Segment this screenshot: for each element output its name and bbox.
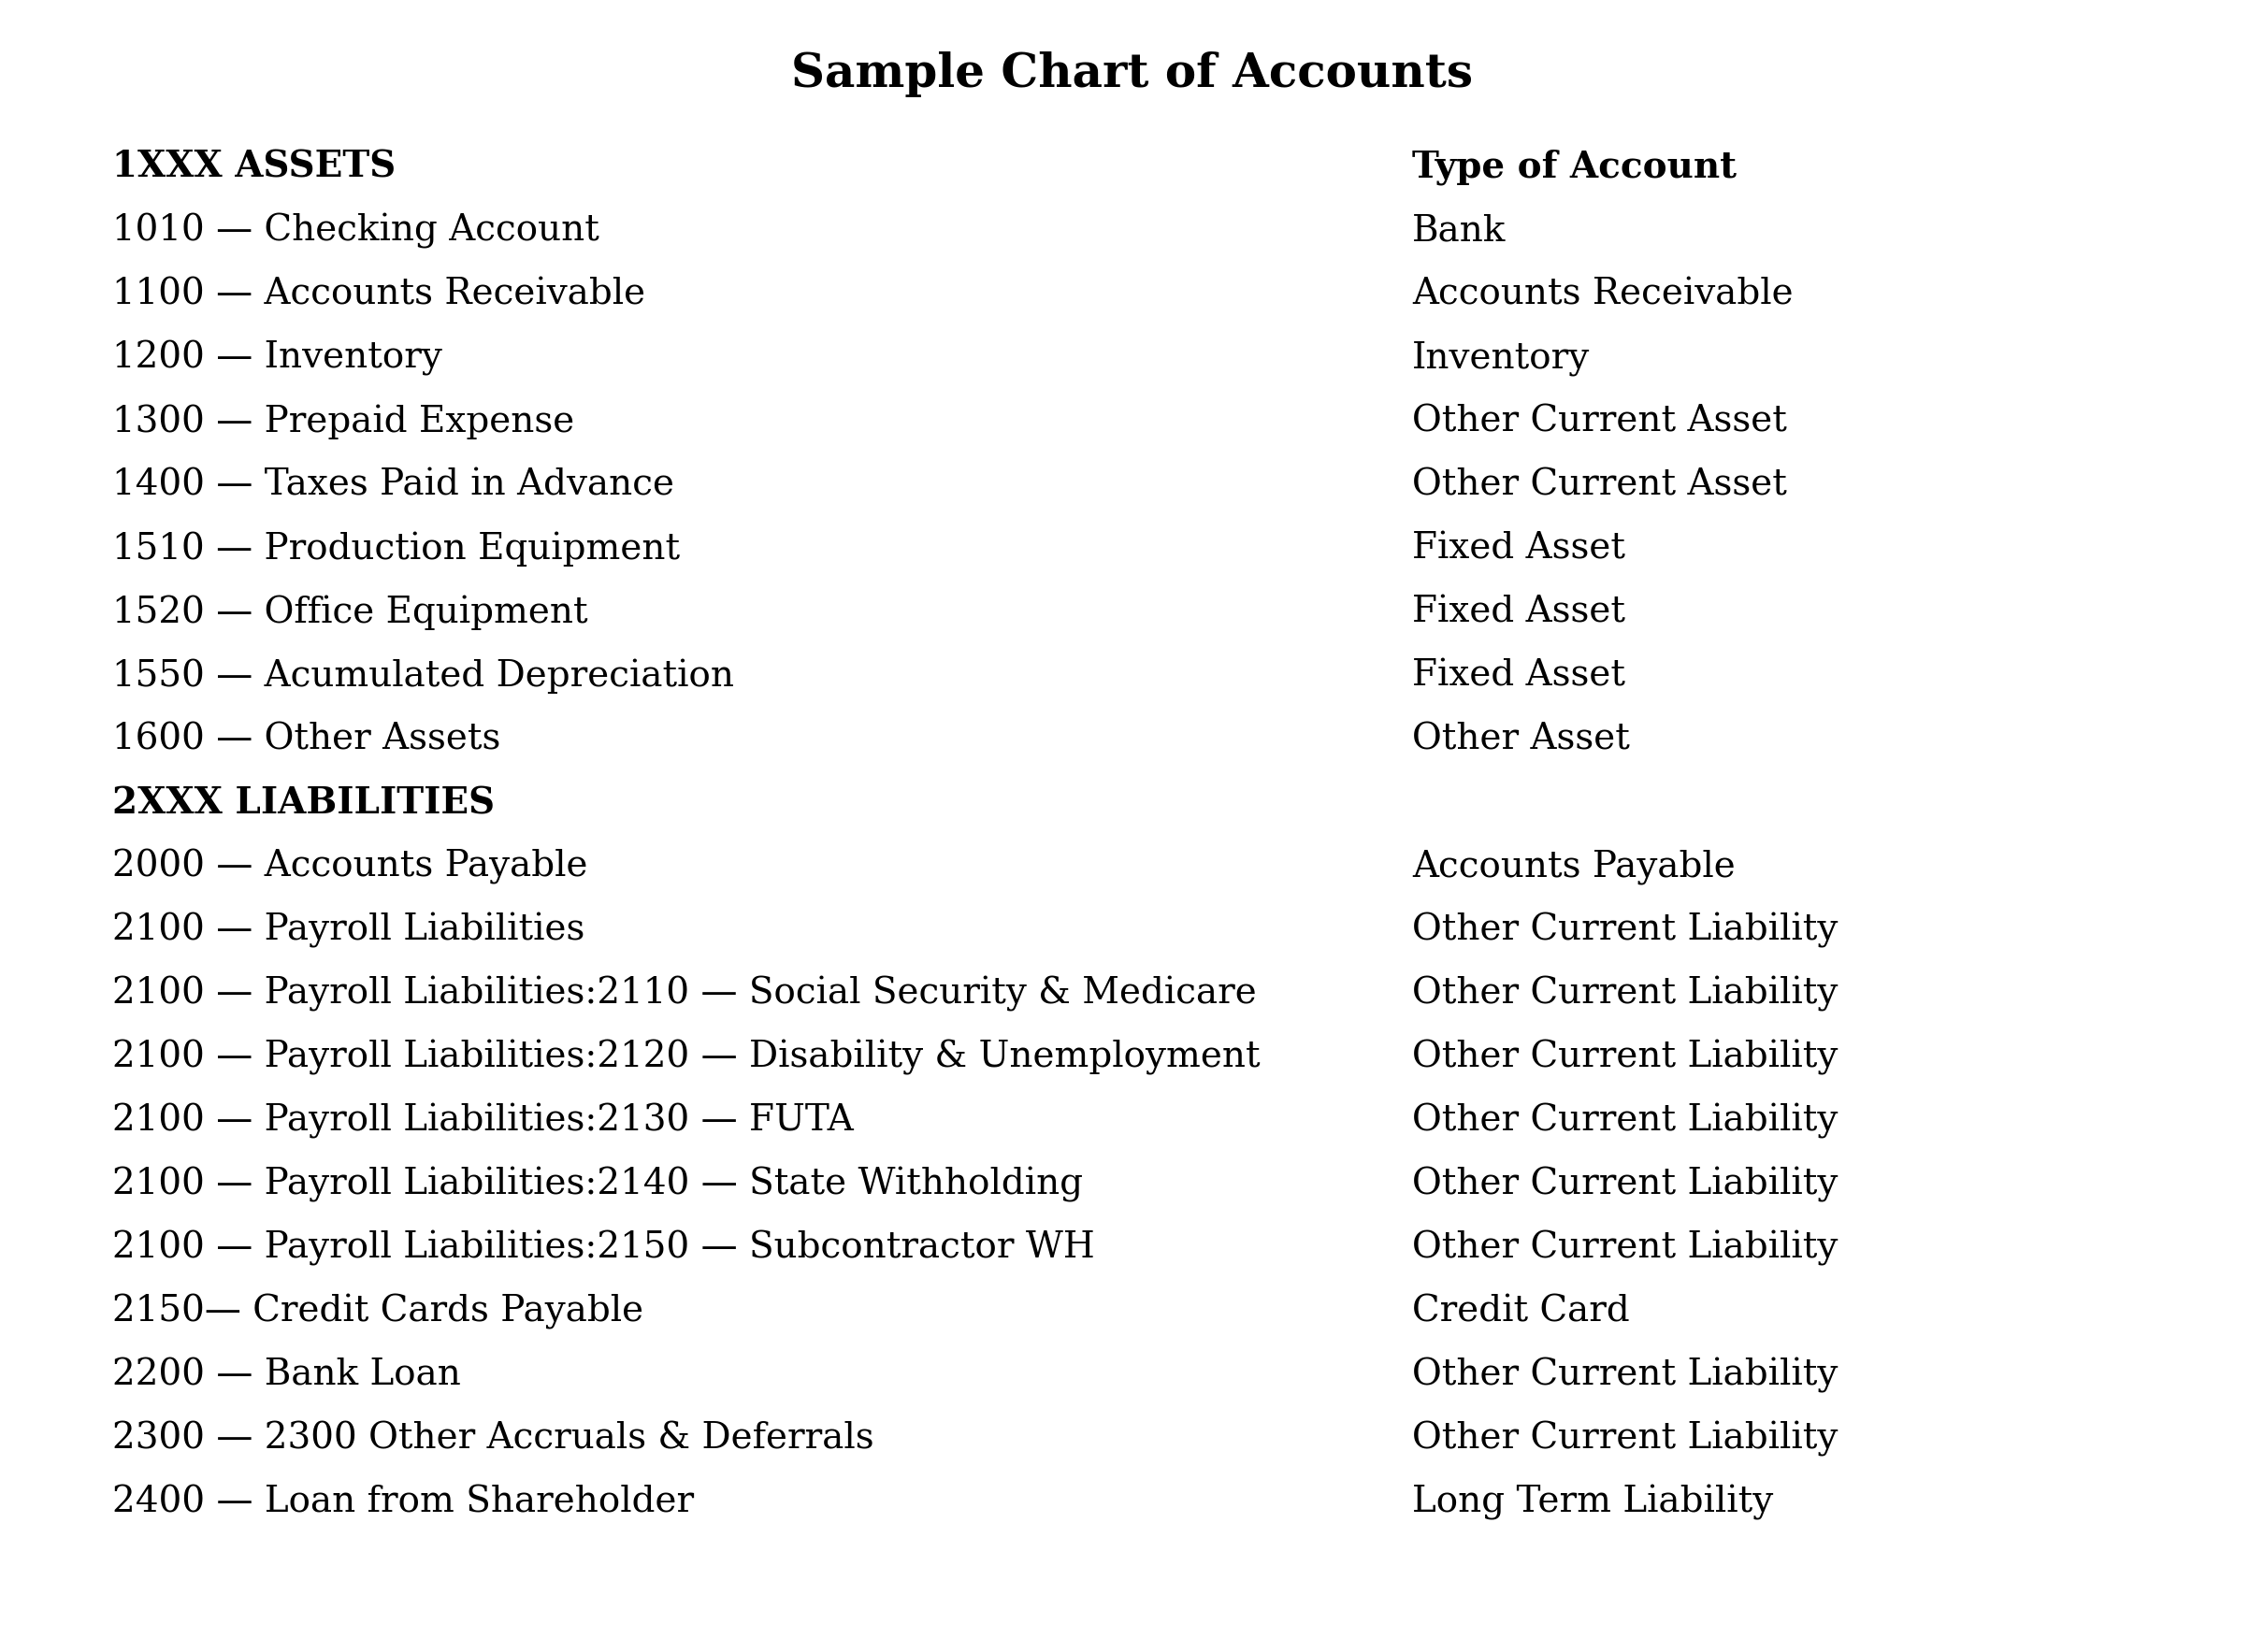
- Text: 2100 — Payroll Liabilities:2120 — Disability & Unemployment: 2100 — Payroll Liabilities:2120 — Disabi…: [113, 1039, 1261, 1075]
- Text: 2300 — 2300 Other Accruals & Deferrals: 2300 — 2300 Other Accruals & Deferrals: [113, 1421, 874, 1455]
- Text: Other Current Liability: Other Current Liability: [1413, 976, 1838, 1011]
- Text: 1200 — Inventory: 1200 — Inventory: [113, 340, 441, 377]
- Text: 2400 — Loan from Shareholder: 2400 — Loan from Shareholder: [113, 1485, 695, 1520]
- Text: Other Current Asset: Other Current Asset: [1413, 468, 1786, 502]
- Text: 1400 — Taxes Paid in Advance: 1400 — Taxes Paid in Advance: [113, 468, 675, 502]
- Text: 2200 — Bank Loan: 2200 — Bank Loan: [113, 1358, 462, 1393]
- Text: 1600 — Other Assets: 1600 — Other Assets: [113, 722, 500, 757]
- Text: Other Current Liability: Other Current Liability: [1413, 1421, 1838, 1457]
- Text: Accounts Receivable: Accounts Receivable: [1413, 278, 1793, 311]
- Text: 2150— Credit Cards Payable: 2150— Credit Cards Payable: [113, 1294, 643, 1330]
- Text: Fixed Asset: Fixed Asset: [1413, 657, 1626, 692]
- Text: 1100 — Accounts Receivable: 1100 — Accounts Receivable: [113, 278, 645, 311]
- Text: Other Current Liability: Other Current Liability: [1413, 1166, 1838, 1203]
- Text: 2100 — Payroll Liabilities:2130 — FUTA: 2100 — Payroll Liabilities:2130 — FUTA: [113, 1104, 854, 1138]
- Text: 2100 — Payroll Liabilities:2150 — Subcontractor WH: 2100 — Payroll Liabilities:2150 — Subcon…: [113, 1231, 1096, 1265]
- Text: Other Asset: Other Asset: [1413, 722, 1630, 757]
- Text: Type of Account: Type of Account: [1413, 150, 1736, 185]
- Text: 1520 — Office Equipment: 1520 — Office Equipment: [113, 595, 589, 629]
- Text: 2100 — Payroll Liabilities:2110 — Social Security & Medicare: 2100 — Payroll Liabilities:2110 — Social…: [113, 976, 1257, 1011]
- Text: 1510 — Production Equipment: 1510 — Production Equipment: [113, 530, 679, 567]
- Text: Other Current Liability: Other Current Liability: [1413, 1039, 1838, 1075]
- Text: Other Current Liability: Other Current Liability: [1413, 1231, 1838, 1265]
- Text: 2100 — Payroll Liabilities:2140 — State Withholding: 2100 — Payroll Liabilities:2140 — State …: [113, 1166, 1082, 1203]
- Text: 2000 — Accounts Payable: 2000 — Accounts Payable: [113, 849, 589, 884]
- Text: Other Current Liability: Other Current Liability: [1413, 1104, 1838, 1138]
- Text: Inventory: Inventory: [1413, 340, 1589, 375]
- Text: 2XXX LIABILITIES: 2XXX LIABILITIES: [113, 785, 496, 821]
- Text: 2100 — Payroll Liabilities: 2100 — Payroll Liabilities: [113, 912, 584, 948]
- Text: Other Current Asset: Other Current Asset: [1413, 403, 1786, 438]
- Text: Long Term Liability: Long Term Liability: [1413, 1485, 1773, 1520]
- Text: Credit Card: Credit Card: [1413, 1294, 1630, 1328]
- Text: Bank: Bank: [1413, 213, 1506, 248]
- Text: Other Current Liability: Other Current Liability: [1413, 912, 1838, 948]
- Text: Accounts Payable: Accounts Payable: [1413, 849, 1736, 884]
- Text: Fixed Asset: Fixed Asset: [1413, 595, 1626, 629]
- Text: Sample Chart of Accounts: Sample Chart of Accounts: [790, 51, 1474, 97]
- Text: 1010 — Checking Account: 1010 — Checking Account: [113, 213, 600, 249]
- Text: 1300 — Prepaid Expense: 1300 — Prepaid Expense: [113, 403, 575, 439]
- Text: Fixed Asset: Fixed Asset: [1413, 530, 1626, 565]
- Text: 1XXX ASSETS: 1XXX ASSETS: [113, 150, 396, 185]
- Text: 1550 — Acumulated Depreciation: 1550 — Acumulated Depreciation: [113, 657, 734, 694]
- Text: Other Current Liability: Other Current Liability: [1413, 1358, 1838, 1393]
